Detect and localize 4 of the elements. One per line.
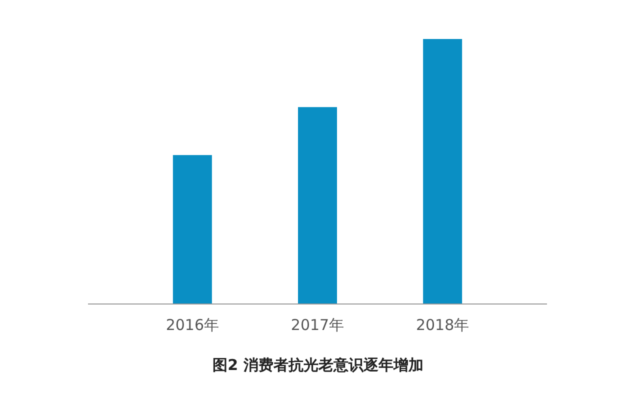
x-tick-label: 2016年 xyxy=(166,316,220,334)
text: 图2 消费者抗光老意识逐年增加 xyxy=(212,356,424,374)
x-tick-label: 2017年 xyxy=(290,316,344,334)
x-tick-label: 2018年 xyxy=(416,316,470,334)
